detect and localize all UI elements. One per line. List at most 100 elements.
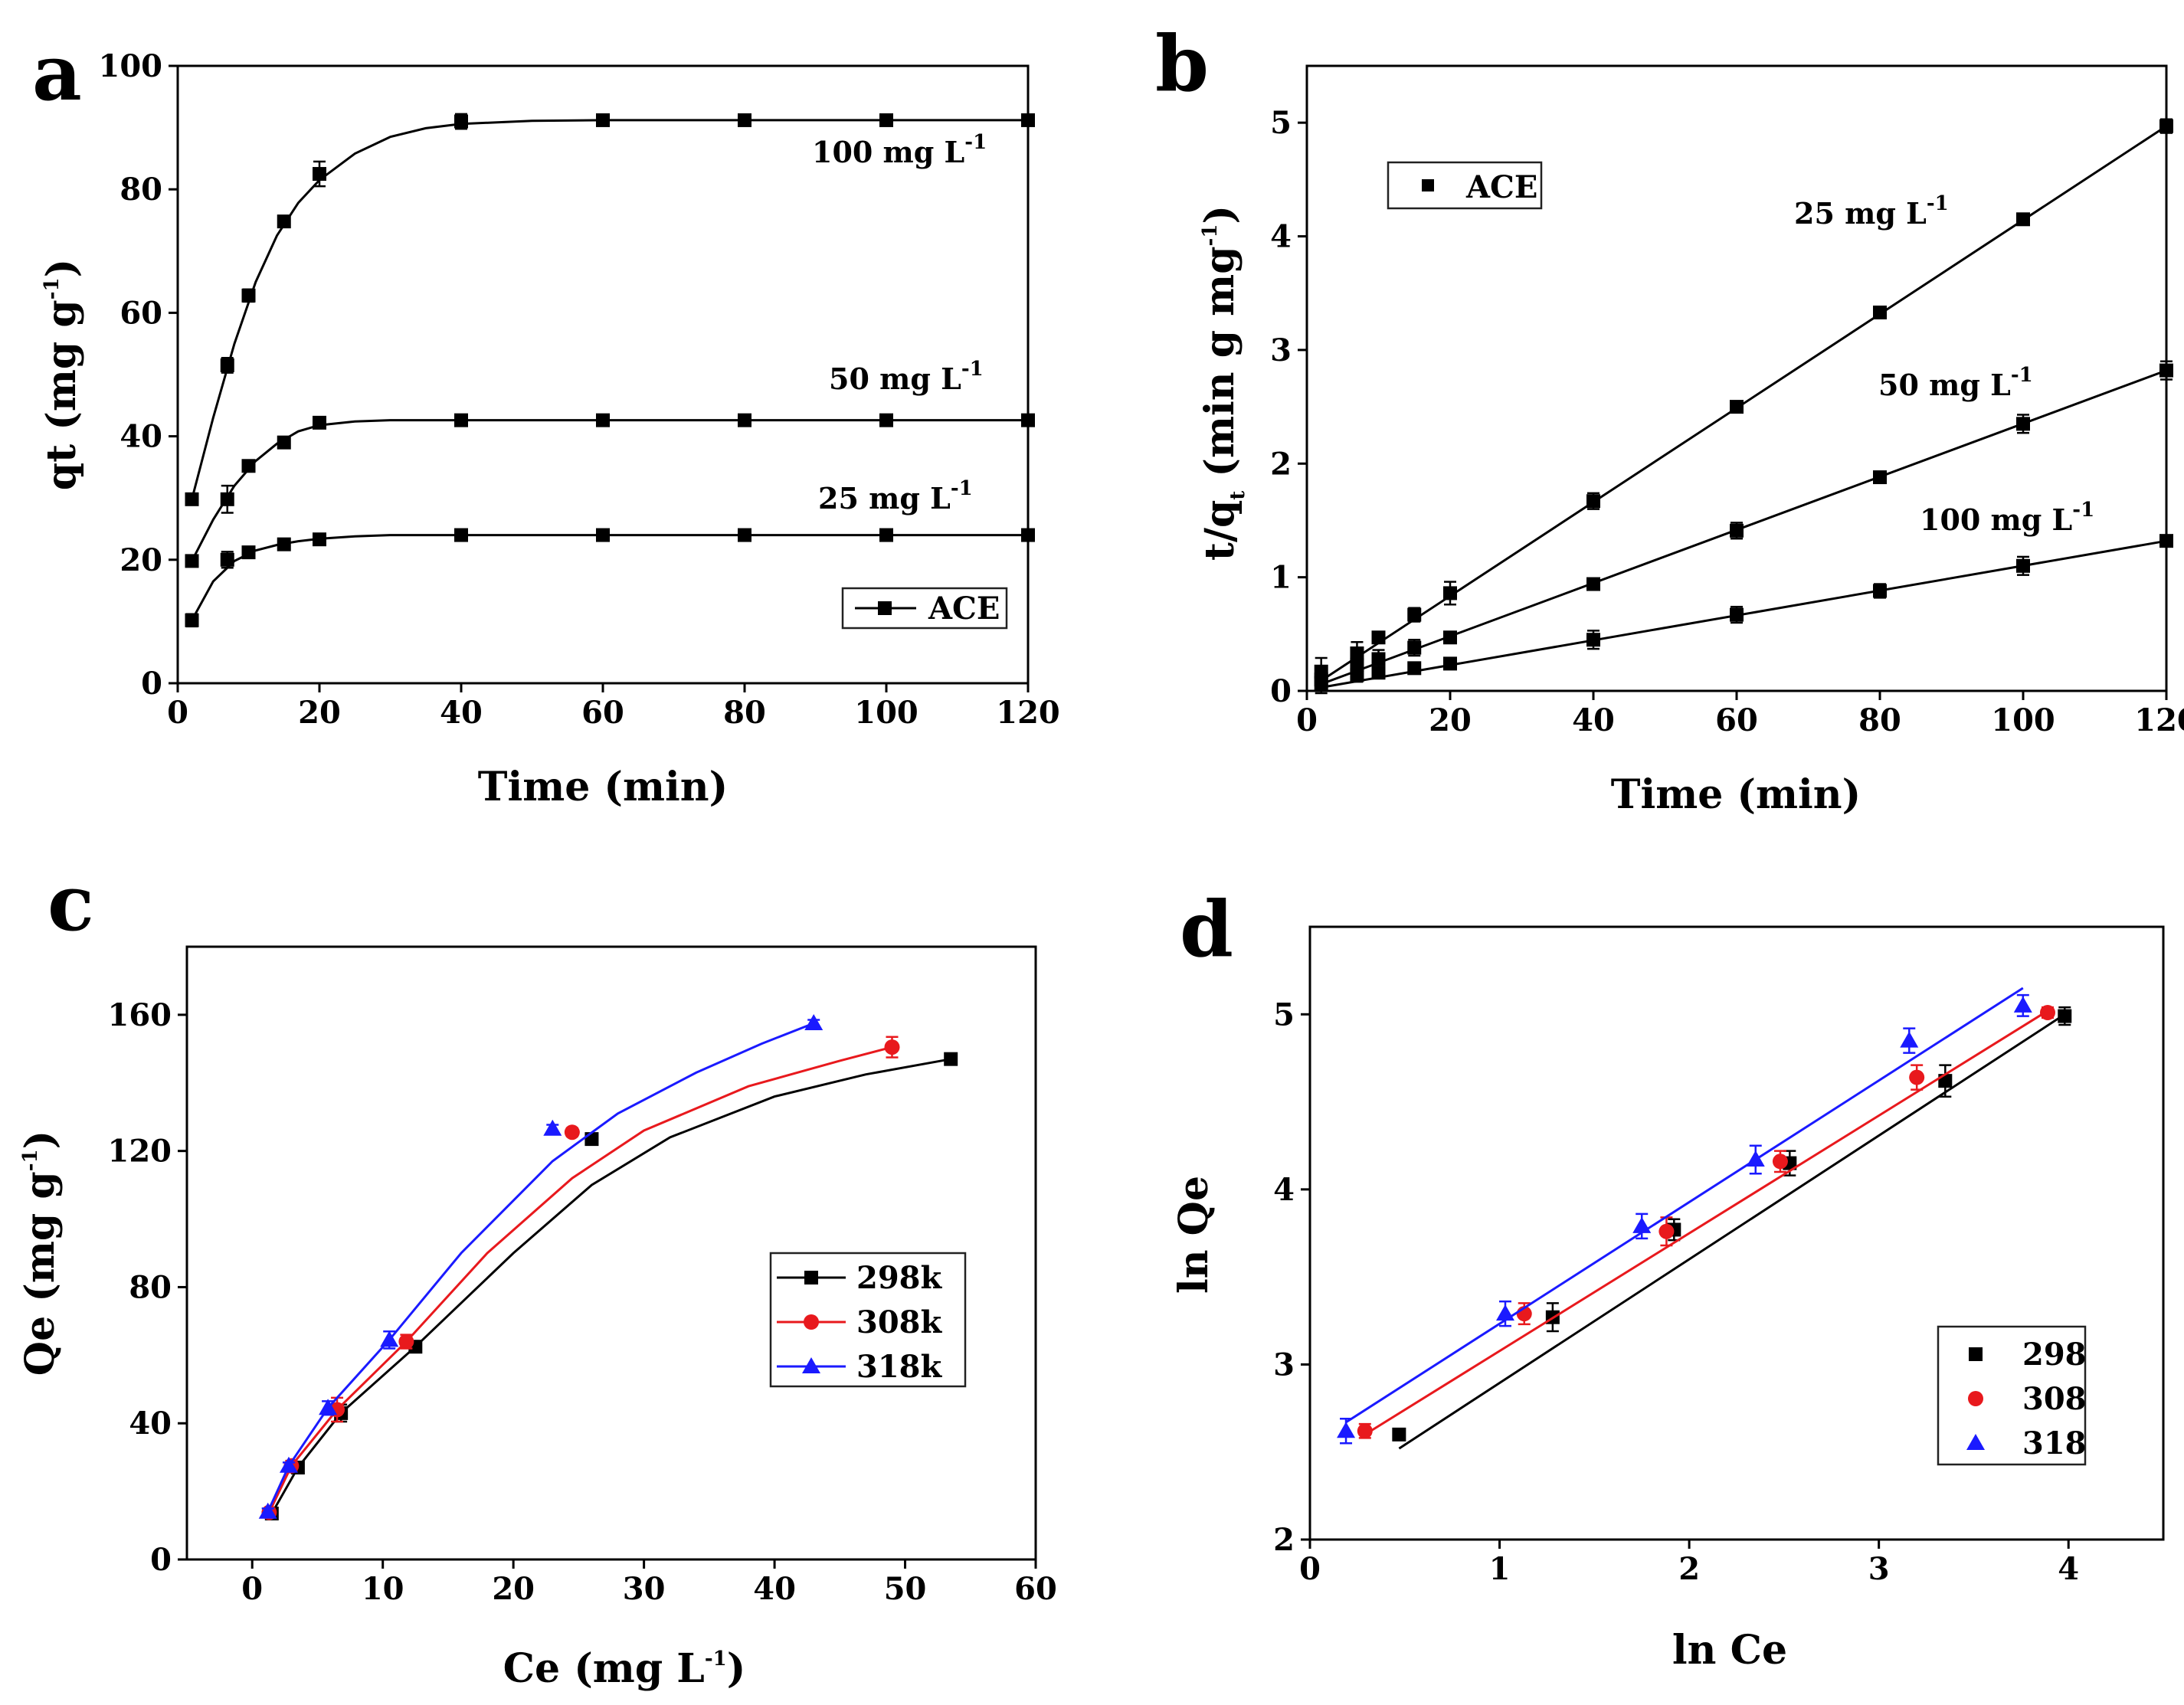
panel-d-x-tick-label-4: 4: [2058, 1551, 2079, 1587]
panel-b-series-label-100: 100 mg L-1: [1920, 499, 2094, 537]
panel-b-series-25-mg-l-point-2: [1371, 630, 1386, 645]
panel-b-series-50-mg-l-point-7: [1873, 470, 1887, 485]
panel-d-series-308-point-4: [1909, 1069, 1925, 1085]
panel-a-series-50-mg-l-point-1: [220, 492, 234, 506]
panel-b-y-tick-label-4: 4: [1270, 219, 1292, 255]
panel-b-series-50-mg-l-point-4: [1443, 630, 1457, 645]
panel-c-legend-label-308: 308k: [856, 1304, 942, 1340]
panel-a-series-25-mg-l-point-7: [738, 528, 751, 542]
panel-d-y-tick-label-1: 3: [1273, 1347, 1295, 1383]
panel-a-series-25-mg-l-point-6: [596, 528, 610, 542]
panel-c-x-tick-label-1: 10: [362, 1571, 404, 1607]
panel-b-x-tick-label-5: 100: [1991, 702, 2055, 738]
panel-c-y-tick-label-1: 40: [129, 1406, 172, 1442]
panel-b-y-axis-label: t/qt (min g mg-1): [1197, 205, 1249, 561]
panel-c-series-308k-point-4: [564, 1124, 580, 1140]
panel-b-x-tick-label-0: 0: [1296, 702, 1318, 738]
panel-b-series-25-mg-l-point-9: [2159, 119, 2173, 133]
panel-b-series-100-mg-l-point-7: [1873, 584, 1887, 598]
panel-d-legend: 298 308 318: [1937, 1325, 2087, 1466]
panel-b-series-100-mg-l-point-0: [1314, 676, 1328, 690]
panel-d-legend-marker-308: [1968, 1391, 1983, 1406]
panel-a-x-tick-label-0: 0: [167, 695, 188, 731]
panel-a-series-25-mg-l-point-9: [1021, 528, 1035, 542]
panel-c-series-318k-point-1: [279, 1456, 298, 1473]
panel-c-y-tick-label-3: 120: [108, 1134, 172, 1170]
panel-a-series-100-mg-l-point-6: [596, 113, 610, 127]
panel-a-y-tick-label-2: 40: [120, 419, 162, 455]
panel-a-series-100-mg-l-line: [191, 119, 1028, 500]
panel-d-series-308-point-3: [1772, 1154, 1788, 1170]
panel-c-legend-marker-298: [804, 1271, 818, 1284]
panel-a-series-100-mg-l-point-2: [241, 288, 256, 303]
panel-c-series-308k-point-5: [884, 1039, 900, 1055]
panel-c-x-tick-label-2: 20: [492, 1571, 535, 1607]
panel-a-series-label-100: 100 mg L-1: [812, 131, 987, 169]
panel-a-series-50-mg-l-point-0: [185, 554, 199, 568]
panel-c-x-tick-label-0: 0: [241, 1571, 263, 1607]
panel-c-series-318k-point-5: [804, 1014, 824, 1030]
panel-b-legend: ACE: [1387, 161, 1543, 210]
panel-b-y-tick-label-5: 5: [1270, 105, 1292, 141]
panel-d-series-318-point-4: [1900, 1031, 1919, 1048]
panel-a-series-50-mg-l-point-6: [596, 413, 610, 427]
panel-b-series-100-mg-l-point-5: [1586, 633, 1600, 647]
panel-a-series-100-mg-l-point-1: [220, 358, 234, 372]
panel-d-x-tick-label-0: 0: [1299, 1551, 1321, 1587]
panel-c-y-tick-label-2: 80: [129, 1269, 172, 1305]
panel-a-series-50-mg-l-point-2: [241, 459, 256, 473]
panel-b-series-50-mg-l-point-3: [1407, 640, 1422, 655]
panel-b-series-100-mg-l-point-3: [1407, 661, 1422, 676]
panel-c-y-tick-label-0: 0: [150, 1542, 172, 1578]
panel-a-x-tick-label-1: 20: [298, 695, 341, 731]
panel-b-series-100-mg-l-point-6: [1730, 607, 1744, 622]
panel-a-series-50-mg-l-point-7: [738, 413, 751, 427]
panel-b-series-100-mg-l-point-1: [1350, 668, 1364, 682]
panel-d-series-298-point-5: [2058, 1009, 2072, 1023]
panel-b-series-100-mg-l-point-8: [2016, 558, 2030, 573]
panel-a-legend: ACE: [841, 587, 1008, 630]
panel-d-series-308-point-0: [1357, 1423, 1373, 1439]
panel-b-y-tick-label-0: 0: [1270, 673, 1292, 709]
panel-a-series-50-mg-l-point-3: [277, 435, 291, 450]
panel-c-series-318k-line: [267, 1022, 814, 1513]
panel-c-series-318k-point-0: [258, 1502, 277, 1519]
panel-c-y-axis-label: Qe (mg g-1): [17, 1131, 64, 1376]
panel-a-series-25-mg-l-point-2: [241, 545, 256, 560]
panel-b-series-50-mg-l-point-5: [1586, 577, 1600, 591]
panel-b-series-25-mg-l-point-6: [1730, 400, 1744, 414]
panel-a-y-tick-label-5: 100: [99, 48, 163, 84]
panel-c-legend-label-318: 318k: [856, 1349, 942, 1385]
panel-b-x-tick-label-2: 40: [1572, 702, 1615, 738]
panel-a-y-tick-label-4: 80: [120, 172, 162, 208]
panel-b-series-25-mg-l-point-7: [1873, 305, 1887, 319]
panel-d-series-318-line: [1345, 987, 2024, 1424]
panel-a-series-25-mg-l-point-8: [879, 528, 893, 542]
panel-a-y-tick-label-3: 60: [120, 295, 162, 331]
panel-b-series-label-50: 50 mg L-1: [1878, 364, 2033, 402]
panel-d-y-tick-label-2: 4: [1273, 1172, 1295, 1208]
panel-a-series-25-mg-l-point-5: [454, 528, 468, 542]
panel-b-pseudo-second-order: b 0 20 40 60 80 100 120 0 1 2 3 4 5 Time (min) t/qt …: [1155, 18, 2184, 818]
panel-d-series-318-point-0: [1337, 1422, 1356, 1438]
panel-d-series-318-point-5: [2013, 996, 2032, 1013]
panel-d-x-tick-label-2: 2: [1678, 1551, 1700, 1587]
panel-a-series-50-mg-l-point-9: [1021, 413, 1035, 427]
panel-d-series-308-point-2: [1658, 1223, 1675, 1239]
panel-b-x-tick-label-3: 60: [1715, 702, 1758, 738]
panel-d-plot-frame: [1308, 925, 2165, 1541]
panel-d-series-318-point-1: [1495, 1304, 1514, 1321]
panel-a-series-25-mg-l-point-4: [313, 532, 326, 547]
panel-b-legend-box: [1387, 161, 1543, 210]
panel-b-series-50-mg-l-point-9: [2159, 363, 2173, 378]
panel-c-letter: c: [47, 858, 94, 948]
panel-b-series-50-mg-l-point-2: [1371, 652, 1386, 666]
panel-b-x-axis-label: Time (min): [1611, 771, 1861, 818]
panel-a-series-50-mg-l-point-8: [879, 413, 893, 427]
panel-b-letter: b: [1155, 18, 1209, 109]
panel-c-series-298k-point-5: [944, 1052, 958, 1066]
panel-a-y-tick-label-0: 0: [141, 666, 162, 702]
panel-a-series-25-mg-l-point-3: [277, 537, 291, 551]
panel-c-legend-box: [769, 1252, 967, 1388]
panel-c-series-308k-point-3: [398, 1334, 414, 1350]
